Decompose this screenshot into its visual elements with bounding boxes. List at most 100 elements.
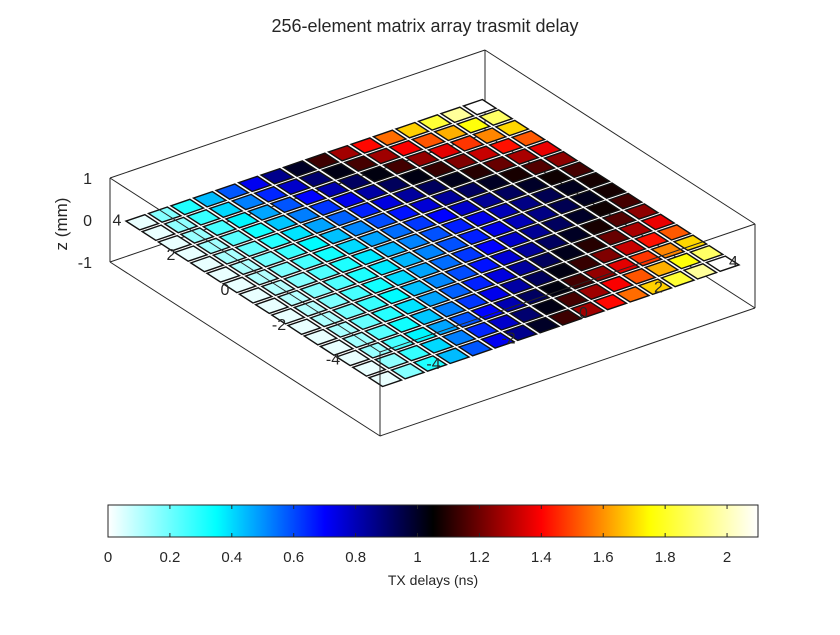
array-element <box>269 196 305 214</box>
x-tick-label: -4 <box>426 356 440 373</box>
array-element <box>344 266 380 284</box>
array-element <box>495 231 531 248</box>
array-element <box>478 109 514 126</box>
array-element <box>434 236 470 253</box>
array-element <box>427 254 464 271</box>
array-element <box>479 220 515 238</box>
array-element <box>240 222 277 239</box>
array-element <box>455 116 492 134</box>
x-tick-label: -2 <box>501 331 515 348</box>
array-element <box>492 295 529 313</box>
box-edge <box>484 49 756 225</box>
colorbar-label: TX delays (ns) <box>388 572 478 588</box>
array-element <box>562 208 599 225</box>
array-element <box>270 307 306 325</box>
array-element <box>486 314 522 331</box>
array-element <box>389 251 425 269</box>
array-element <box>491 184 528 202</box>
array-element <box>286 318 323 336</box>
colorbar-gradient <box>107 504 759 538</box>
colorbar-tick-label: 1.8 <box>655 549 676 566</box>
array-element <box>605 257 641 275</box>
array-element <box>391 186 428 204</box>
array-element <box>392 298 429 315</box>
array-element <box>124 213 161 231</box>
array-element <box>659 270 696 288</box>
array-element <box>508 306 545 324</box>
array-element <box>230 193 267 211</box>
array-element <box>511 241 548 259</box>
array-element <box>576 283 612 301</box>
array-element <box>349 137 386 154</box>
array-element <box>546 197 583 215</box>
colorbar-tick-label: 2 <box>723 549 731 566</box>
array-element <box>405 261 441 279</box>
array-element <box>295 235 332 253</box>
array-element <box>452 181 489 199</box>
array-element <box>275 178 312 196</box>
array-element <box>633 231 670 249</box>
z-tick-label: -1 <box>78 255 92 272</box>
array-element <box>460 275 496 292</box>
array-element <box>205 266 242 283</box>
array-element <box>553 290 590 308</box>
array-element <box>471 127 508 145</box>
array-element <box>527 251 564 269</box>
array-element <box>466 256 503 274</box>
array-element <box>656 224 692 241</box>
array-element <box>640 213 676 231</box>
array-element <box>398 168 434 186</box>
array-element <box>201 219 238 237</box>
box-edge <box>109 177 381 353</box>
array-element <box>407 197 444 214</box>
x-tick-label: 2 <box>654 279 663 296</box>
array-element <box>259 167 296 185</box>
array-element <box>482 267 519 285</box>
array-element <box>456 228 493 246</box>
array-element <box>433 124 469 142</box>
array-element <box>502 324 539 342</box>
array-element <box>236 175 273 193</box>
array-element <box>542 150 579 168</box>
array-element <box>494 119 530 137</box>
array-element <box>324 209 360 227</box>
y-tick-label: -2 <box>272 317 286 334</box>
array-element <box>365 147 402 165</box>
array-element <box>556 226 593 243</box>
array-element <box>488 249 525 266</box>
array-element <box>461 98 498 116</box>
array-element <box>314 181 350 198</box>
z-axis-label: z (mm) <box>52 198 71 251</box>
array-element <box>308 199 344 216</box>
array-element <box>411 243 448 261</box>
array-element <box>381 158 418 175</box>
array-element <box>560 272 596 290</box>
array-element <box>447 311 484 328</box>
array-element <box>524 205 560 223</box>
box-edge <box>379 223 756 353</box>
array-element <box>470 303 506 321</box>
array-element <box>481 155 518 173</box>
array-element <box>547 309 584 326</box>
array-element <box>537 280 574 298</box>
array-element <box>431 300 467 318</box>
array-element <box>533 233 570 251</box>
array-element <box>439 106 476 124</box>
array-element <box>421 272 458 289</box>
array-element <box>330 191 367 209</box>
array-element <box>221 276 258 294</box>
array-element <box>285 206 322 224</box>
array-element <box>621 267 657 285</box>
array-element <box>367 370 404 388</box>
array-element <box>353 295 390 313</box>
array-element <box>326 144 363 162</box>
array-element <box>543 262 580 280</box>
array-element <box>334 238 370 255</box>
array-element <box>372 240 409 258</box>
array-element <box>575 171 611 189</box>
array-element <box>498 277 535 295</box>
axis-ticks: -4 -2 0 2 4 -4 -2 0 2 4 -1 0 1 <box>78 171 738 373</box>
array-element <box>672 234 709 252</box>
array-element <box>440 217 476 235</box>
array-element <box>472 238 509 256</box>
